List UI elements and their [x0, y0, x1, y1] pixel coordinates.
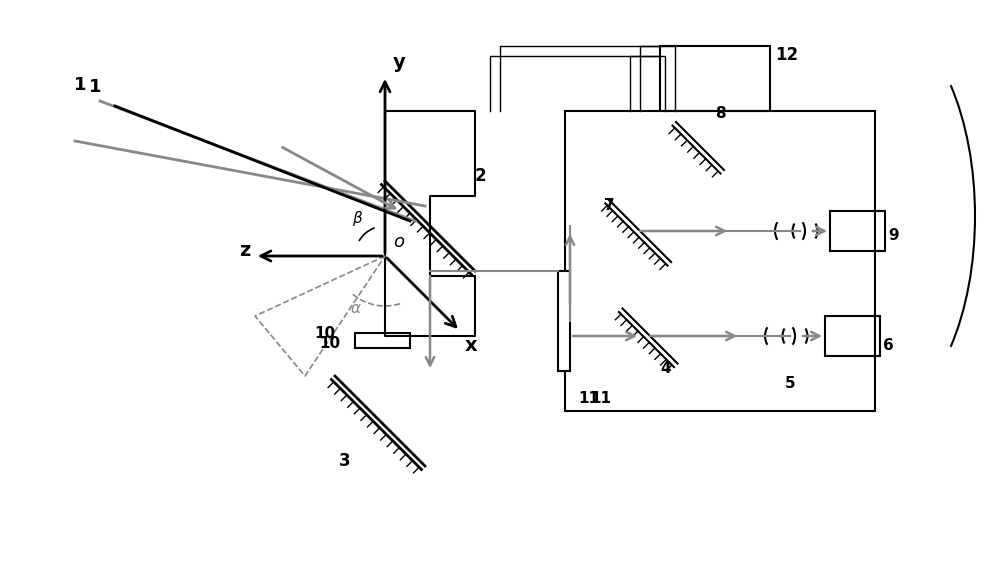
- Text: 2: 2: [475, 167, 487, 185]
- Text: 11: 11: [578, 391, 599, 406]
- Text: z: z: [239, 242, 250, 260]
- Text: y: y: [393, 53, 406, 72]
- Text: 7: 7: [604, 199, 615, 213]
- Text: 11: 11: [590, 391, 611, 406]
- Text: 5: 5: [785, 376, 795, 391]
- Bar: [355, 333, 410, 348]
- Text: 8: 8: [715, 106, 726, 121]
- Bar: [565, 111, 875, 411]
- Text: 12: 12: [775, 46, 798, 64]
- Text: 1: 1: [89, 78, 101, 96]
- Text: 10: 10: [314, 325, 335, 341]
- Text: $\alpha$: $\alpha$: [350, 301, 362, 316]
- Text: o: o: [393, 233, 404, 251]
- Bar: [830, 211, 885, 251]
- Text: 10: 10: [319, 336, 340, 350]
- Text: $\beta$: $\beta$: [352, 209, 363, 228]
- Text: 6: 6: [883, 338, 894, 354]
- Text: 9: 9: [888, 229, 899, 243]
- Text: 3: 3: [338, 452, 350, 470]
- Bar: [660, 46, 770, 111]
- Bar: [825, 316, 880, 356]
- Bar: [558, 271, 570, 371]
- Text: 1: 1: [74, 76, 86, 94]
- Text: 4: 4: [660, 361, 671, 376]
- Text: x: x: [465, 336, 478, 355]
